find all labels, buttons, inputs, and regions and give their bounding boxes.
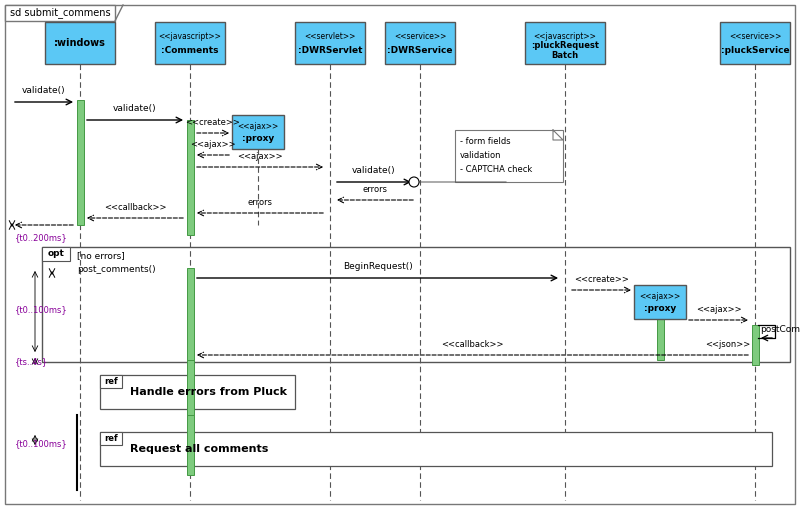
Text: :Comments: :Comments	[162, 46, 218, 55]
Text: :windows: :windows	[54, 38, 106, 48]
Text: ref: ref	[104, 434, 118, 443]
Text: ref: ref	[104, 377, 118, 386]
Text: sd submit_commens: sd submit_commens	[10, 8, 110, 18]
FancyBboxPatch shape	[45, 22, 115, 64]
Text: [no errors]: [no errors]	[77, 251, 125, 261]
Text: <<ajax>>: <<ajax>>	[190, 140, 236, 149]
FancyBboxPatch shape	[100, 375, 295, 409]
Text: validation: validation	[460, 152, 502, 160]
Text: <<ajax>>: <<ajax>>	[237, 152, 283, 161]
FancyBboxPatch shape	[751, 325, 758, 365]
FancyBboxPatch shape	[186, 360, 194, 415]
FancyBboxPatch shape	[100, 432, 122, 445]
FancyBboxPatch shape	[455, 130, 563, 182]
FancyBboxPatch shape	[186, 415, 194, 475]
Text: {ts..4s}: {ts..4s}	[15, 357, 48, 366]
Text: validate(): validate()	[113, 104, 157, 113]
Text: :DWRService: :DWRService	[387, 46, 453, 55]
Text: <<create>>: <<create>>	[574, 275, 629, 284]
Text: validate(): validate()	[22, 86, 66, 95]
Text: <<javascript>>: <<javascript>>	[158, 32, 222, 41]
FancyBboxPatch shape	[634, 285, 686, 319]
FancyBboxPatch shape	[186, 120, 194, 235]
Text: :proxy: :proxy	[644, 304, 676, 314]
FancyBboxPatch shape	[295, 22, 365, 64]
Text: :DWRServlet: :DWRServlet	[298, 46, 362, 55]
FancyBboxPatch shape	[100, 432, 772, 466]
FancyBboxPatch shape	[385, 22, 455, 64]
Text: post_comments(): post_comments()	[77, 265, 156, 273]
Text: opt: opt	[47, 249, 65, 259]
FancyBboxPatch shape	[5, 5, 115, 21]
Text: BeginRequest(): BeginRequest()	[342, 262, 412, 271]
Text: <<create>>: <<create>>	[186, 118, 241, 127]
Text: validate(): validate()	[352, 166, 396, 175]
Text: {t0..100ms}: {t0..100ms}	[15, 439, 68, 448]
Text: <<callback>>: <<callback>>	[442, 340, 504, 349]
Text: :pluckService: :pluckService	[721, 46, 790, 55]
Text: <<service>>: <<service>>	[729, 32, 781, 41]
Text: <<ajax>>: <<ajax>>	[238, 122, 278, 131]
FancyBboxPatch shape	[42, 247, 70, 261]
Text: :pluckRequest
Batch: :pluckRequest Batch	[531, 41, 599, 60]
FancyBboxPatch shape	[525, 22, 605, 64]
FancyBboxPatch shape	[77, 100, 83, 225]
Text: errors: errors	[247, 198, 273, 207]
FancyBboxPatch shape	[232, 115, 284, 149]
Text: <<ajax>>: <<ajax>>	[639, 292, 681, 301]
Text: Request all comments: Request all comments	[130, 444, 268, 454]
Text: postComments(): postComments()	[760, 325, 800, 334]
Text: :proxy: :proxy	[242, 134, 274, 144]
Text: <<json>>: <<json>>	[705, 340, 750, 349]
Text: - CAPTCHA check: - CAPTCHA check	[460, 165, 532, 175]
Text: - form fields: - form fields	[460, 137, 510, 147]
FancyBboxPatch shape	[186, 268, 194, 360]
Text: errors: errors	[362, 185, 387, 194]
Text: <<service>>: <<service>>	[394, 32, 446, 41]
Text: <<javascript>>: <<javascript>>	[534, 32, 597, 41]
Text: {t0..200ms}: {t0..200ms}	[15, 233, 68, 242]
Text: <<ajax>>: <<ajax>>	[696, 305, 742, 314]
Text: {t0..100ms}: {t0..100ms}	[15, 305, 68, 315]
Text: Handle errors from Pluck: Handle errors from Pluck	[130, 387, 287, 397]
FancyBboxPatch shape	[5, 5, 795, 504]
Text: <<servlet>>: <<servlet>>	[304, 32, 356, 41]
Circle shape	[409, 177, 419, 187]
FancyBboxPatch shape	[155, 22, 225, 64]
FancyBboxPatch shape	[657, 319, 663, 360]
FancyBboxPatch shape	[720, 22, 790, 64]
FancyBboxPatch shape	[100, 375, 122, 388]
Text: <<callback>>: <<callback>>	[104, 203, 166, 212]
